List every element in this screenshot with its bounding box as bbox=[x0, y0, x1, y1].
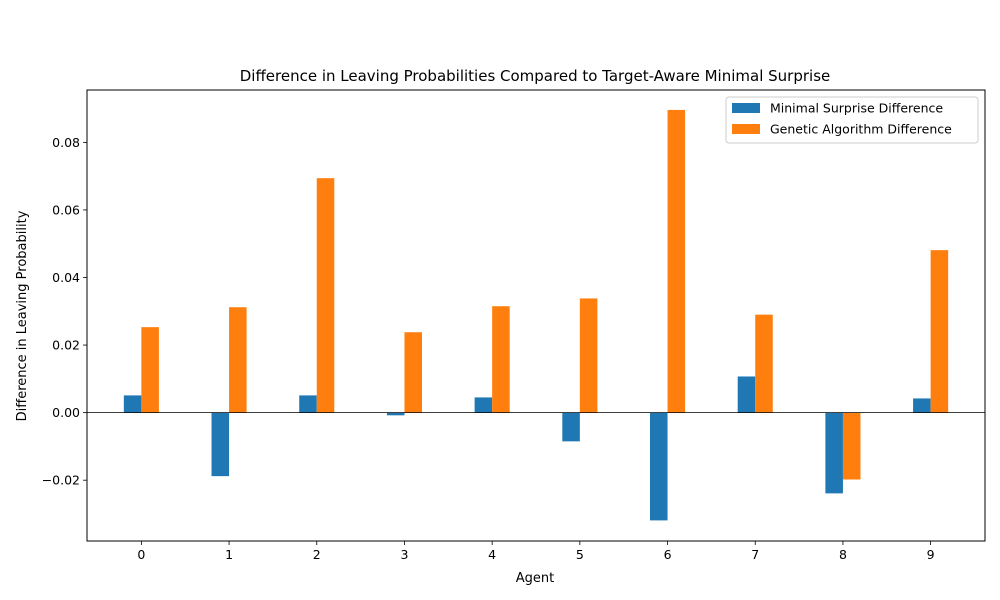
bar-minimal-surprise-agent-6 bbox=[650, 412, 668, 521]
x-tick-label: 5 bbox=[576, 547, 584, 562]
legend-swatch bbox=[732, 103, 760, 113]
y-tick-label: 0.08 bbox=[52, 135, 80, 150]
bar-genetic-algorithm-agent-6 bbox=[667, 109, 686, 413]
bar-minimal-surprise-agent-2 bbox=[299, 395, 317, 413]
bar-genetic-algorithm-agent-2 bbox=[316, 178, 335, 413]
legend-box bbox=[725, 96, 979, 144]
bar-minimal-surprise-agent-3 bbox=[386, 412, 405, 416]
x-tick-label: 3 bbox=[400, 547, 408, 562]
x-tick-label: 7 bbox=[751, 547, 759, 562]
bar-minimal-surprise-agent-5 bbox=[562, 412, 580, 442]
x-tick-label: 8 bbox=[839, 547, 847, 562]
bar-minimal-surprise-agent-7 bbox=[737, 376, 756, 413]
y-tick-label: 0.06 bbox=[52, 202, 80, 217]
x-tick-label: 9 bbox=[927, 547, 935, 562]
y-tick-label: 0.04 bbox=[52, 270, 80, 285]
y-axis-label: Difference in Leaving Probability bbox=[15, 210, 30, 421]
plot-frame bbox=[86, 89, 986, 542]
bar-genetic-algorithm-agent-9 bbox=[930, 250, 949, 413]
bar-genetic-algorithm-agent-1 bbox=[229, 307, 247, 413]
x-tick-label: 1 bbox=[225, 547, 233, 562]
bar-genetic-algorithm-agent-8 bbox=[842, 412, 861, 480]
y-tick-label: 0.02 bbox=[52, 338, 80, 353]
y-axis: −0.02 0.00 0.02 0.04 0.06 0.08 bbox=[42, 135, 87, 488]
x-tick-label: 2 bbox=[313, 547, 321, 562]
legend-entry: Minimal Surprise Difference bbox=[770, 101, 943, 116]
x-tick-label: 4 bbox=[488, 547, 496, 562]
legend-entry: Genetic Algorithm Difference bbox=[770, 122, 952, 137]
bar-genetic-algorithm-agent-4 bbox=[492, 306, 510, 413]
y-tick-label: −0.02 bbox=[42, 473, 80, 488]
bar-genetic-algorithm-agent-7 bbox=[755, 314, 773, 413]
bar-genetic-algorithm-agent-0 bbox=[141, 327, 159, 413]
x-axis-label: Agent bbox=[516, 571, 554, 586]
x-axis: 0 1 2 3 4 5 6 7 8 9 bbox=[137, 541, 935, 562]
legend-swatch bbox=[732, 124, 760, 134]
bar-minimal-surprise-agent-8 bbox=[825, 412, 843, 494]
chart-title: Difference in Leaving Probabilities Comp… bbox=[240, 67, 831, 85]
bar-genetic-algorithm-agent-5 bbox=[579, 298, 598, 413]
bar-minimal-surprise-agent-1 bbox=[211, 412, 230, 477]
bars-layer bbox=[123, 109, 949, 521]
x-tick-label: 6 bbox=[664, 547, 672, 562]
bar-minimal-surprise-agent-0 bbox=[123, 395, 142, 413]
legend: Minimal Surprise Difference Genetic Algor… bbox=[725, 96, 979, 144]
bar-minimal-surprise-agent-4 bbox=[474, 397, 493, 413]
bar-genetic-algorithm-agent-3 bbox=[404, 332, 422, 413]
bar-minimal-surprise-agent-9 bbox=[913, 398, 931, 413]
y-tick-label: 0.00 bbox=[52, 405, 80, 420]
x-tick-label: 0 bbox=[137, 547, 145, 562]
